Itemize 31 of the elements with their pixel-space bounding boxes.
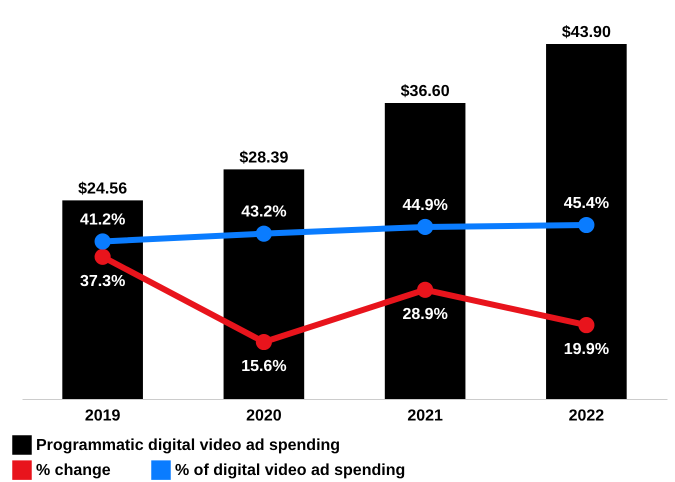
data-label: 19.9%: [564, 341, 610, 358]
point: [417, 218, 434, 236]
data-label: 15.6%: [241, 358, 287, 375]
data-label: 37.3%: [80, 272, 126, 290]
data-label: 44.9%: [402, 196, 448, 214]
bar: [224, 169, 304, 399]
point: [578, 317, 594, 334]
data-label: 41.2%: [80, 211, 126, 228]
data-label: 28.9%: [402, 306, 448, 323]
x-tick-label: 2020: [246, 408, 282, 424]
point: [256, 334, 272, 350]
point: [94, 233, 111, 250]
data-label: $28.39: [239, 149, 288, 166]
legend-label: % of digital video ad spending: [175, 462, 406, 480]
point: [578, 216, 594, 234]
x-tick-label: 2022: [568, 408, 604, 424]
data-label: $24.56: [78, 180, 128, 198]
point: [256, 226, 272, 242]
data-label: $43.90: [562, 24, 611, 41]
legend-label: % change: [36, 462, 111, 480]
data-label: $36.60: [400, 83, 450, 100]
bar: [62, 200, 143, 399]
data-label: 45.4%: [564, 195, 610, 212]
point: [417, 282, 434, 298]
x-tick-label: 2019: [84, 408, 121, 424]
bar: [384, 103, 466, 399]
legend-label: Programmatic digital video ad spending: [36, 437, 340, 454]
x-tick-label: 2021: [407, 408, 444, 424]
data-label: 43.2%: [241, 204, 287, 221]
bar: [546, 44, 627, 399]
point: [94, 248, 111, 265]
